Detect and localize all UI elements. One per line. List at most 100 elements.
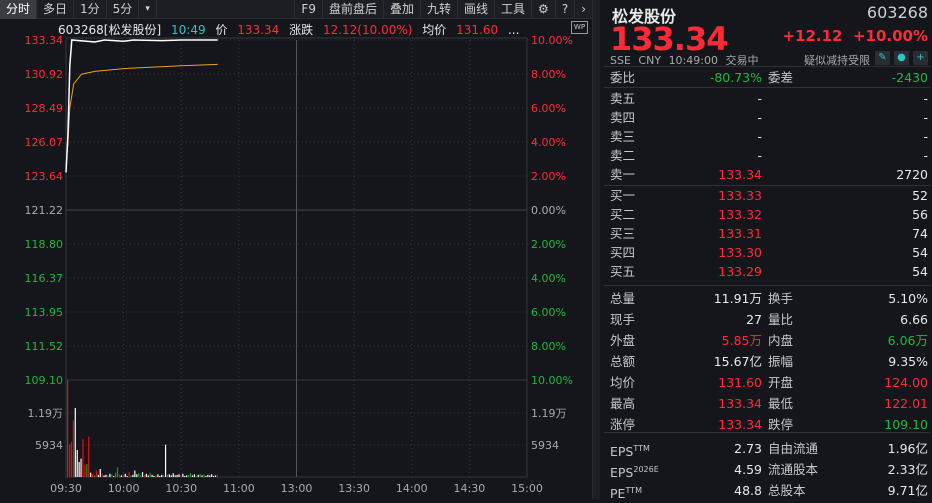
volume-bar (182, 473, 184, 477)
more-indicator[interactable]: ... (507, 23, 520, 37)
volume-bar (124, 473, 126, 477)
tools-button[interactable]: 工具 (495, 0, 533, 19)
order-ratio-row: 委比 -80.73% 委差 -2430 (610, 68, 928, 87)
tab-multi-day[interactable]: 多日 (37, 0, 75, 19)
quote-time: 10:49:00 (668, 54, 718, 67)
stat-value: 5.10% (888, 291, 928, 306)
volume-bar (68, 444, 71, 477)
stat-label: 振幅 (768, 354, 794, 369)
volume-bar (180, 475, 182, 477)
stat-value: 109.10 (884, 417, 928, 432)
f9-button[interactable]: F9 (295, 0, 323, 19)
volume-bar (189, 473, 192, 477)
volume-bar (86, 464, 88, 477)
stat-label: 最高 (610, 396, 636, 411)
divider (604, 66, 930, 67)
volume-bar (205, 475, 207, 477)
stat-label: 外盘 (610, 333, 636, 348)
tab-5min[interactable]: 5分 (107, 0, 140, 19)
overlay-button[interactable]: 叠加 (384, 0, 421, 19)
chevron-right-icon[interactable]: › (581, 2, 586, 16)
diff-value: -2430 (891, 70, 928, 85)
tab-intraday[interactable]: 分时 (0, 0, 38, 19)
change-label: 涨跌 (289, 23, 314, 37)
ask-row[interactable]: 卖三 - - (610, 127, 928, 146)
fund-label: EPSTTM (610, 439, 650, 461)
volume-bar (174, 475, 176, 477)
ask-row[interactable]: 卖四 - - (610, 108, 928, 127)
ratio-value: -80.73% (709, 70, 762, 85)
chart-info-bar: 603268[松发股份] 10:49 价 133.34 涨跌 12.12(10.… (58, 21, 525, 38)
stat-label: 总量 (610, 291, 636, 306)
bid-row[interactable]: 买五 133.29 54 (610, 262, 928, 281)
nine-turn-button[interactable]: 九转 (421, 0, 459, 19)
stat-label: 内盘 (768, 333, 794, 348)
volume-bar (170, 475, 172, 477)
stat-value: 15.67亿 (713, 354, 762, 369)
fund-value: 1.96亿 (887, 441, 928, 456)
plus-icon[interactable]: + (913, 51, 928, 65)
tab-1min[interactable]: 1分 (74, 0, 107, 19)
stat-value: 5.85万 (721, 333, 762, 348)
bid-row[interactable]: 买二 133.32 56 (610, 205, 928, 224)
price-tick: 123.64 (25, 170, 64, 183)
stat-row: 最高 133.34 最低 122.01 (610, 394, 928, 413)
draw-line-button[interactable]: 画线 (458, 0, 496, 19)
avg-label: 均价 (422, 23, 447, 37)
stat-row: 总额 15.67亿 振幅 9.35% (610, 352, 928, 371)
fund-label: PETTM (610, 481, 642, 503)
volume-bar (82, 439, 84, 477)
pre-post-market-button[interactable]: 盘前盘后 (323, 0, 384, 19)
volume-bar (126, 475, 128, 477)
price-tick: 111.52 (25, 340, 64, 353)
stat-value: 9.35% (888, 354, 928, 369)
price-value: 133.34 (237, 23, 280, 37)
ask-row[interactable]: 卖五 - - (610, 89, 928, 108)
volume-tick: 1.19万 (28, 407, 64, 420)
fund-label: 流通股本 (768, 462, 819, 477)
volume-bar (193, 474, 195, 477)
more-periods-dropdown[interactable]: ▾ (139, 0, 157, 19)
ask-label: 卖一 (610, 167, 636, 182)
volume-bar (166, 474, 169, 477)
bell-icon[interactable]: ● (894, 51, 909, 65)
bid-label: 买一 (610, 188, 636, 203)
fundamental-row: EPSTTM 2.73 自由流通 1.96亿 (610, 439, 928, 461)
volume-bar (113, 475, 115, 477)
pct-tick: 2.00% (531, 238, 566, 251)
bid-price: 133.31 (718, 226, 762, 241)
fund-value: 4.59 (734, 462, 762, 477)
stat-value: 27 (746, 312, 762, 327)
stat-row: 总量 11.91万 换手 5.10% (610, 289, 928, 308)
fund-suffix: TTM (625, 486, 642, 495)
change-percent: +10.00% (852, 27, 928, 45)
divider (604, 87, 930, 88)
bid-row[interactable]: 买一 133.33 52 (610, 186, 928, 205)
price-tick: 126.07 (25, 136, 64, 149)
volume-bar (122, 474, 124, 477)
price-tick: 121.22 (25, 204, 64, 217)
help-icon[interactable]: ? (556, 0, 576, 19)
intraday-chart: 133.34 10.00% 130.92 8.00% 128.49 6.00% 126.07… (25, 34, 573, 495)
volume-bar (130, 475, 132, 477)
volume-tick: 5934 (531, 439, 559, 452)
volume-bar (91, 473, 94, 477)
gear-icon[interactable]: ⚙ (532, 0, 556, 19)
bid-volume: 54 (912, 245, 928, 260)
ask-price: - (757, 129, 762, 144)
volume-bar (93, 475, 96, 477)
volume-bar (143, 474, 146, 477)
bid-row[interactable]: 买四 133.30 54 (610, 243, 928, 262)
bid-row[interactable]: 买三 133.31 74 (610, 224, 928, 243)
pencil-icon[interactable]: ✎ (875, 51, 890, 65)
currency: CNY (638, 54, 662, 67)
ask-row[interactable]: 卖二 - - (610, 146, 928, 165)
wp-icon[interactable]: WP (571, 21, 588, 34)
panel-divider[interactable] (592, 0, 600, 499)
volume-bar (115, 472, 117, 477)
fundamental-row: EPS2026E 4.59 流通股本 2.33亿 (610, 460, 928, 480)
stat-label: 量比 (768, 312, 794, 327)
ask-volume: - (923, 91, 928, 106)
stat-value: 133.34 (718, 396, 762, 411)
ask-row[interactable]: 卖一 133.34 2720 (610, 165, 928, 184)
